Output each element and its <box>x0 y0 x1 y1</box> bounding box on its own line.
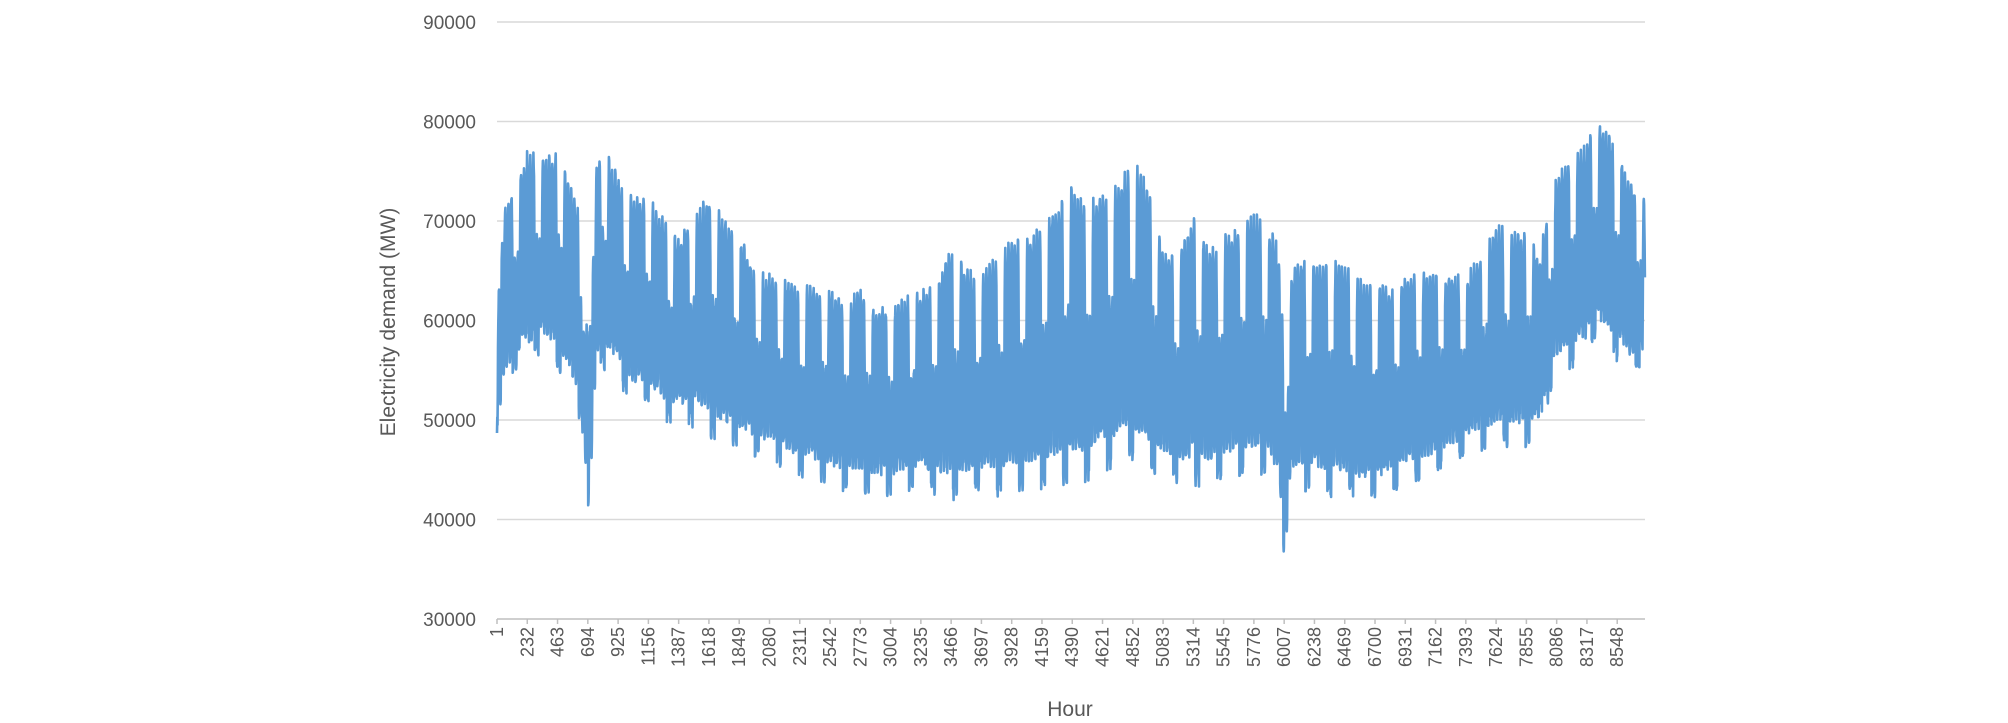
x-tick-label: 7624 <box>1486 627 1506 667</box>
x-tick-label: 232 <box>517 627 537 657</box>
x-tick-label: 4159 <box>1032 627 1052 667</box>
y-tick-label: 80000 <box>423 113 476 134</box>
x-tick-label: 3235 <box>911 627 931 667</box>
x-tick-label: 3004 <box>881 627 901 667</box>
y-tick-label: 70000 <box>423 212 476 233</box>
y-tick-label: 30000 <box>423 610 476 631</box>
x-tick-label: 1618 <box>699 627 719 667</box>
x-tick-label: 3928 <box>1002 627 1022 667</box>
x-tick-label: 7162 <box>1426 627 1446 667</box>
x-tick-label: 2773 <box>850 627 870 667</box>
x-tick-label: 6238 <box>1304 627 1324 667</box>
x-tick-label: 1849 <box>729 627 749 667</box>
y-axis-tick-labels: 30000 40000 50000 60000 70000 80000 90000 <box>423 13 476 631</box>
y-tick-label: 40000 <box>423 511 476 532</box>
x-tick-label: 2542 <box>820 627 840 667</box>
x-tick-label: 8317 <box>1577 627 1597 667</box>
series-electricity-demand <box>495 125 1647 553</box>
x-tick-label: 4852 <box>1123 627 1143 667</box>
x-tick-label: 8086 <box>1547 627 1567 667</box>
x-tick-label: 4390 <box>1062 627 1082 667</box>
x-tick-label: 6931 <box>1395 627 1415 667</box>
x-tick-label: 925 <box>608 627 628 657</box>
x-tick-label: 463 <box>548 627 568 657</box>
x-tick-label: 7393 <box>1456 627 1476 667</box>
x-axis-tick-labels: 1 232 463 694 925 1156 1387 1618 1849 2080 2311 254… <box>487 619 1627 667</box>
x-tick-label: 4621 <box>1093 627 1113 667</box>
x-tick-label: 6007 <box>1274 627 1294 667</box>
x-tick-label: 6700 <box>1365 627 1385 667</box>
x-tick-label: 1387 <box>669 627 689 667</box>
y-tick-label: 50000 <box>423 411 476 432</box>
x-tick-label: 5314 <box>1183 627 1203 667</box>
x-tick-label: 5776 <box>1244 627 1264 667</box>
demand-series-line <box>495 125 1647 553</box>
x-tick-label: 1156 <box>638 627 658 666</box>
x-tick-label: 2311 <box>790 627 810 666</box>
x-tick-label: 6469 <box>1335 627 1355 667</box>
x-tick-label: 694 <box>578 627 598 657</box>
x-tick-label: 7855 <box>1516 627 1536 667</box>
x-axis-title: Hour <box>1047 698 1093 721</box>
x-tick-label: 5545 <box>1214 627 1234 667</box>
x-tick-label: 8548 <box>1607 627 1627 667</box>
x-tick-label: 3466 <box>941 627 961 667</box>
x-tick-label: 2080 <box>759 627 779 667</box>
x-tick-label: 5083 <box>1153 627 1173 667</box>
y-axis-title: Electricity demand (MW) <box>377 208 400 437</box>
y-tick-label: 60000 <box>423 312 476 333</box>
x-tick-label: 1 <box>487 627 507 637</box>
x-tick-label: 3697 <box>971 627 991 667</box>
y-tick-label: 90000 <box>423 13 476 34</box>
